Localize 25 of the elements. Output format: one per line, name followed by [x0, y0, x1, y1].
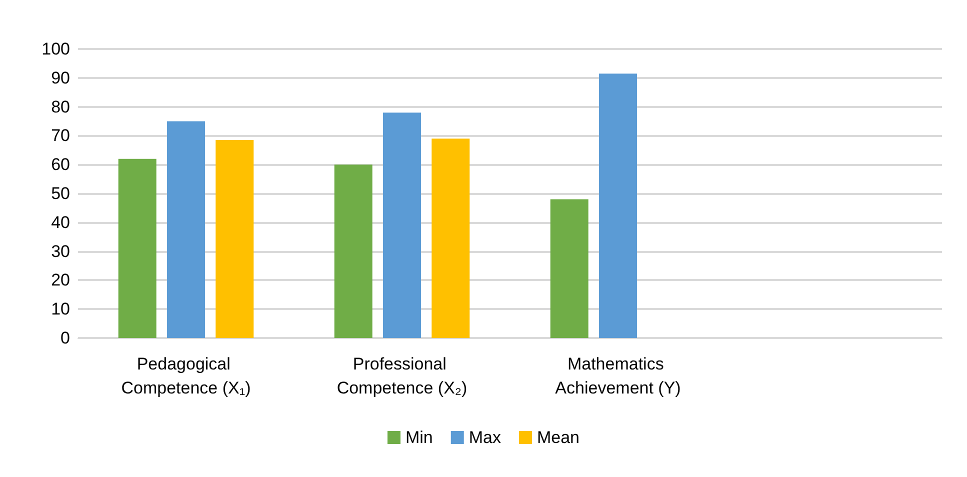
bar	[432, 138, 470, 338]
y-tick-label: 90	[51, 68, 70, 88]
y-tick-label: 10	[51, 300, 70, 319]
y-tick-label: 70	[51, 126, 70, 146]
y-tick-label: 30	[51, 242, 70, 261]
legend-label: Max	[468, 428, 502, 447]
y-tick-label: 0	[60, 328, 70, 348]
bar	[118, 158, 156, 338]
y-tick-label: 50	[51, 184, 70, 203]
y-tick-label: 80	[51, 97, 70, 116]
bar	[599, 74, 637, 338]
y-tick-label: 60	[51, 155, 70, 174]
y-tick-label: 100	[42, 40, 70, 58]
legend-label: Mean	[536, 428, 580, 447]
x-tick-label: Mathematics Achievement (Y)	[555, 354, 681, 398]
y-tick-label: 40	[51, 212, 70, 232]
bar	[216, 140, 254, 338]
legend-label: Min	[405, 428, 433, 447]
bar	[334, 164, 372, 338]
x-tick-label: Pedagogical Competence (X₁)	[121, 354, 251, 398]
bar	[383, 112, 421, 338]
x-tick-label: Professional Competence (X₂)	[336, 354, 468, 398]
bar	[550, 199, 588, 338]
bar	[167, 121, 205, 338]
y-tick-label: 20	[51, 270, 70, 290]
